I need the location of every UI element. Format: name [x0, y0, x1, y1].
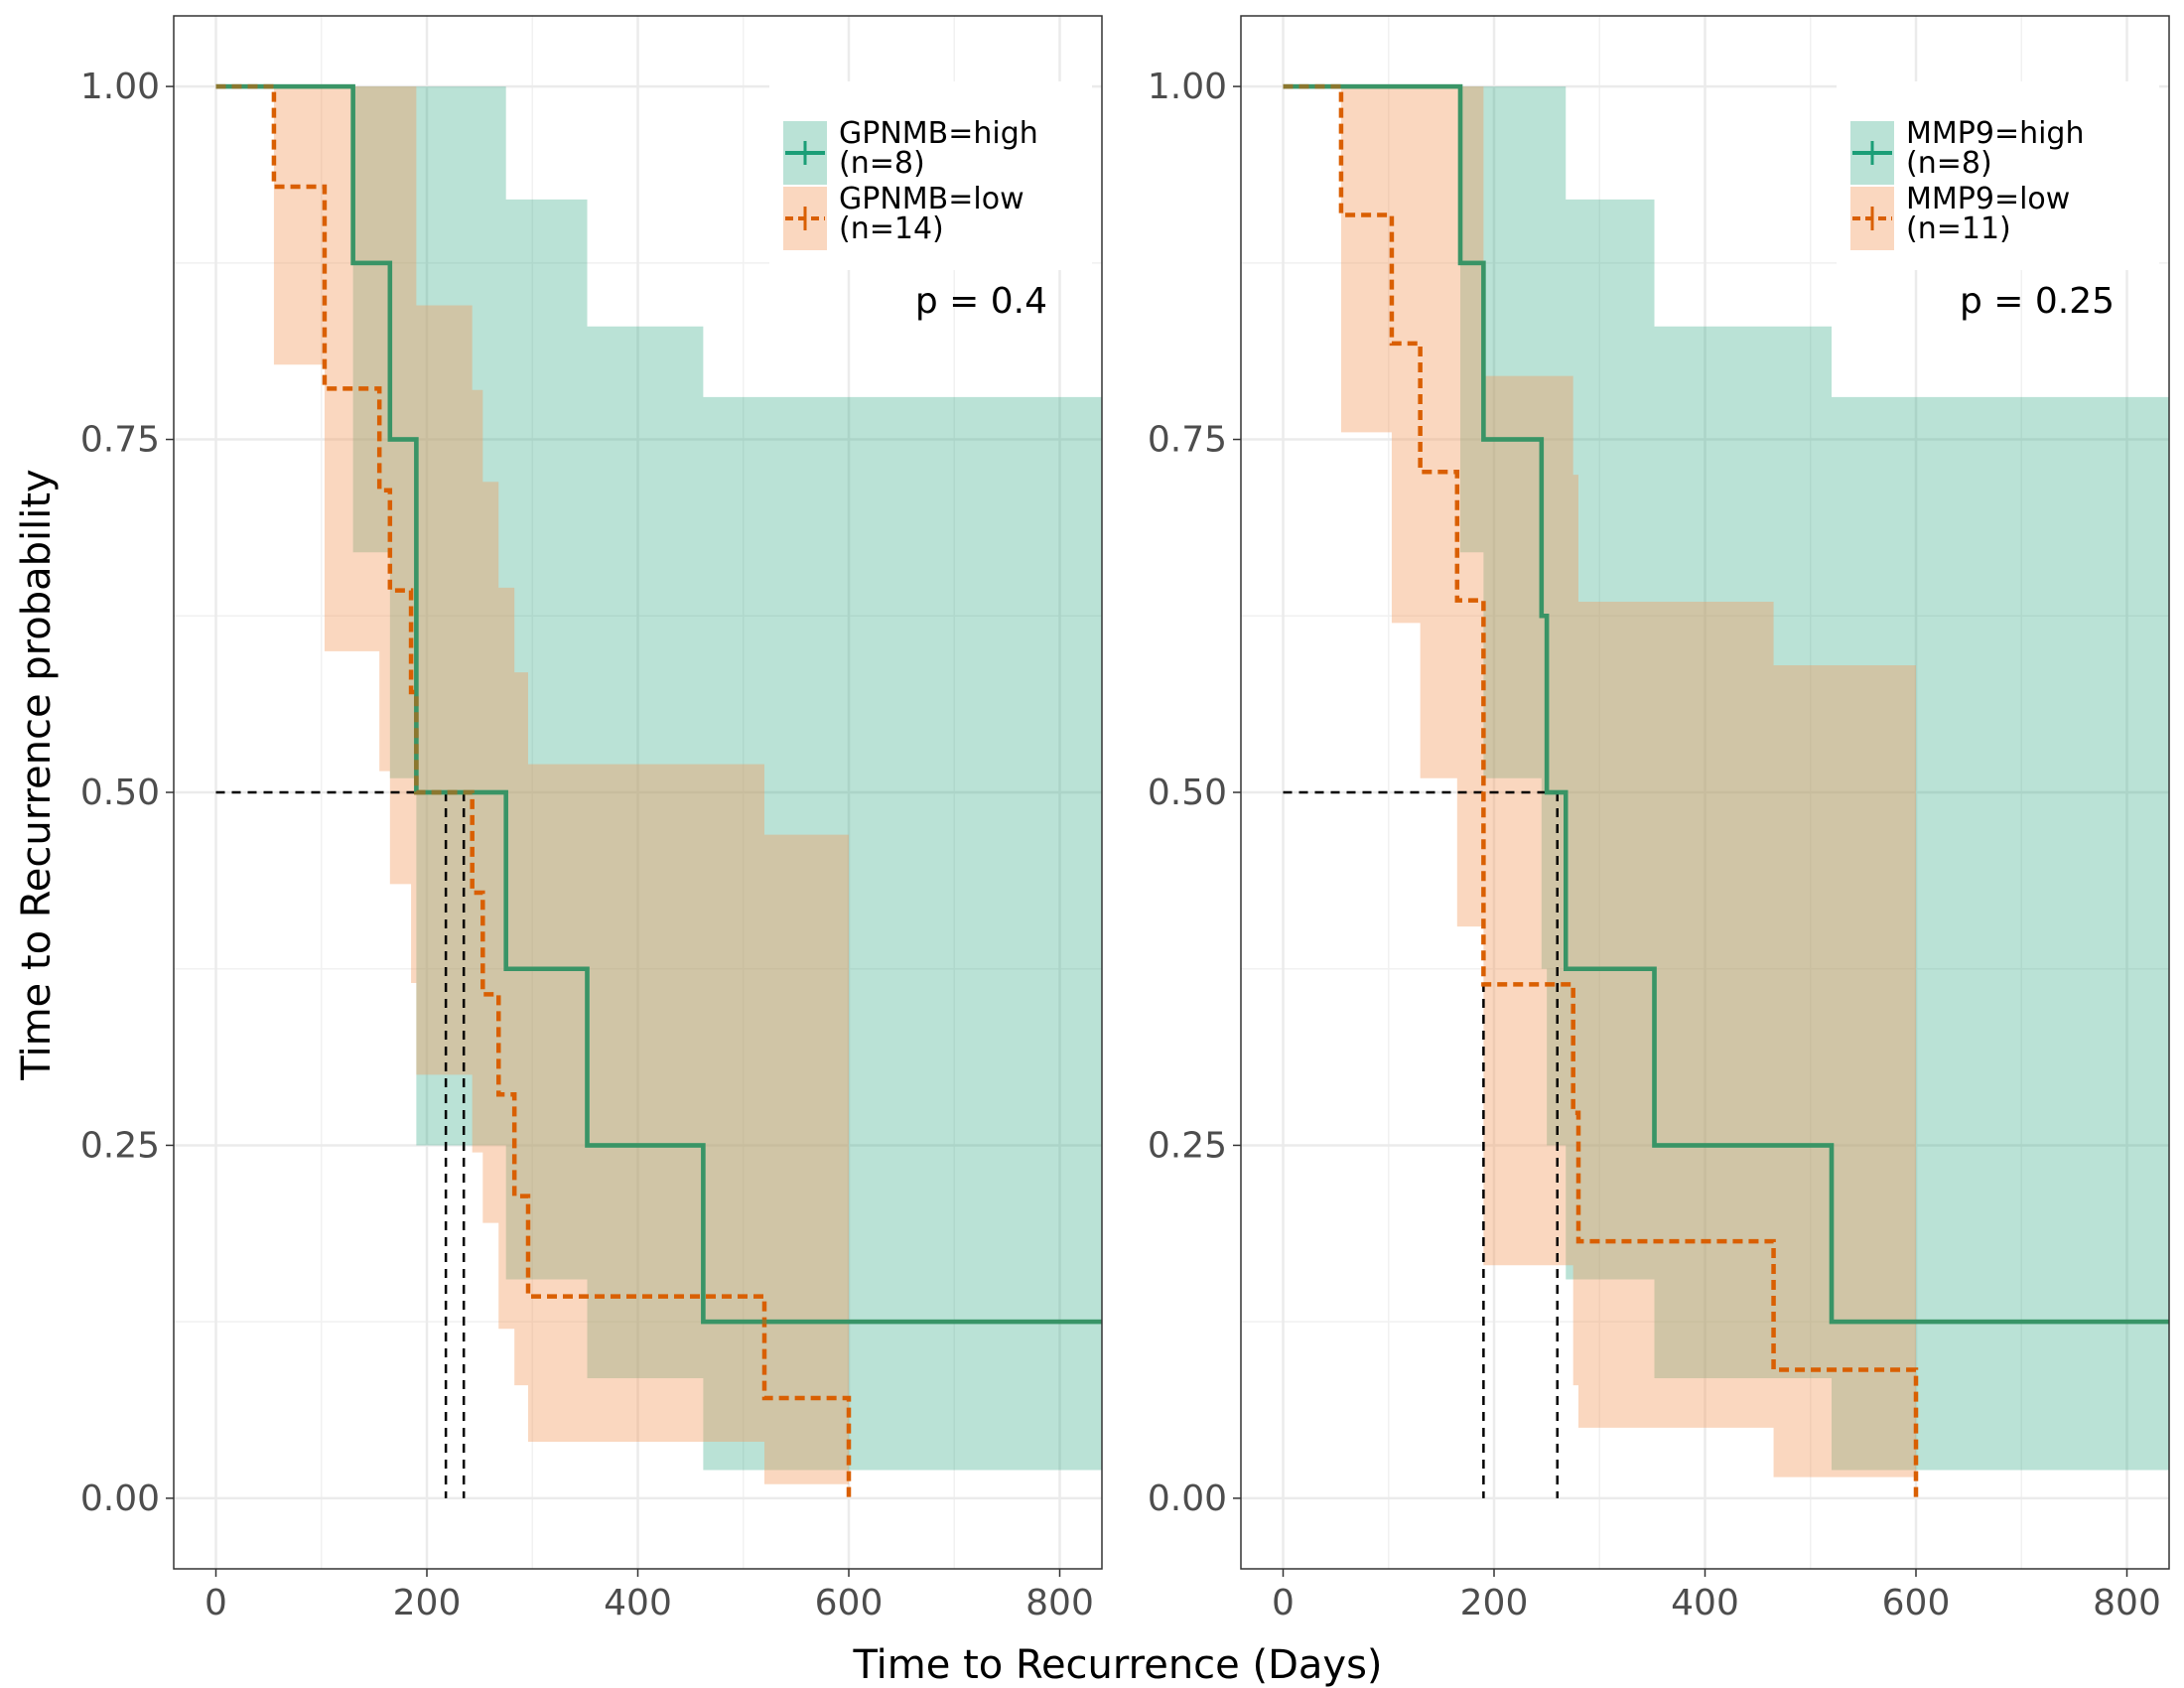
p-value-label: p = 0.25: [1960, 281, 2115, 322]
y-tick-label: 0.50: [80, 773, 160, 813]
legend-item-high: GPNMB=high(n=8): [783, 116, 1038, 185]
y-tick-label: 0.25: [1148, 1125, 1227, 1166]
legend-n: (n=8): [839, 146, 925, 181]
legend-label: GPNMB=low: [839, 182, 1024, 216]
legend-n: (n=14): [839, 211, 944, 246]
legend-n: (n=8): [1906, 146, 1992, 181]
legend-n: (n=11): [1906, 211, 2011, 246]
legend-item-high: MMP9=high(n=8): [1850, 116, 2085, 185]
x-tick-label: 600: [1882, 1583, 1951, 1623]
plot-area: [1283, 83, 2169, 1498]
legend-label: MMP9=high: [1906, 116, 2085, 151]
y-tick-label: 0.75: [80, 420, 160, 461]
y-tick-label: 0.00: [80, 1478, 160, 1519]
axes: 0 200 400 600 800 0.00 0.25 0.50 0.75 1.00: [1148, 67, 2161, 1623]
y-tick-label: 1.00: [80, 67, 160, 107]
legend: GPNMB=high(n=8)GPNMB=low(n=14): [769, 81, 1092, 270]
legend: MMP9=high(n=8)MMP9=low(n=11): [1837, 81, 2159, 270]
legend-item-low: GPNMB=low(n=14): [783, 182, 1024, 250]
legend-label: MMP9=low: [1906, 182, 2070, 216]
y-axis-title: Time to Recurrence probability: [14, 469, 60, 1080]
legend-label: GPNMB=high: [839, 116, 1038, 151]
x-tick-label: 400: [604, 1583, 672, 1623]
y-tick-label: 0.50: [1148, 773, 1227, 813]
x-tick-label: 400: [1671, 1583, 1739, 1623]
x-tick-label: 600: [815, 1583, 884, 1623]
x-tick-label: 800: [2093, 1583, 2161, 1623]
survival-curve-high-overlay: [1283, 83, 2169, 1325]
survival-curve-low: [1283, 83, 1919, 1498]
legend-background: [769, 81, 1092, 270]
x-axis-title: Time to Recurrence (Days): [852, 1642, 1382, 1688]
km-panel-mmp9: 0 200 400 600 800 0.00 0.25 0.50 0.75 1.00 MMP9=hi…: [1148, 15, 2170, 1623]
y-tick-label: 1.00: [1148, 67, 1227, 107]
plot-area: [215, 83, 1102, 1498]
legend-item-low: MMP9=low(n=11): [1850, 182, 2070, 250]
ci-band-low: [1283, 86, 1916, 1477]
x-tick-label: 0: [1272, 1583, 1295, 1623]
p-value-label: p = 0.4: [915, 281, 1047, 322]
km-panel-gpnmb: 0 200 400 600 800 0.00 0.25 0.50 0.75 1.00 GPNMB=h…: [80, 15, 1103, 1623]
ci-band-high: [215, 86, 1102, 1471]
y-tick-label: 0.25: [80, 1125, 160, 1166]
survival-curve-high-overlay: [215, 83, 1102, 1325]
ci-band-low: [215, 86, 849, 1484]
y-tick-label: 0.75: [1148, 420, 1227, 461]
x-tick-label: 200: [393, 1583, 462, 1623]
axes: 0 200 400 600 800 0.00 0.25 0.50 0.75 1.00: [80, 67, 1094, 1623]
x-tick-label: 0: [205, 1583, 227, 1623]
x-tick-label: 200: [1460, 1583, 1529, 1623]
x-tick-label: 800: [1025, 1583, 1094, 1623]
ci-band-high: [1283, 86, 2169, 1471]
legend-background: [1837, 81, 2159, 270]
y-tick-label: 0.00: [1148, 1478, 1227, 1519]
